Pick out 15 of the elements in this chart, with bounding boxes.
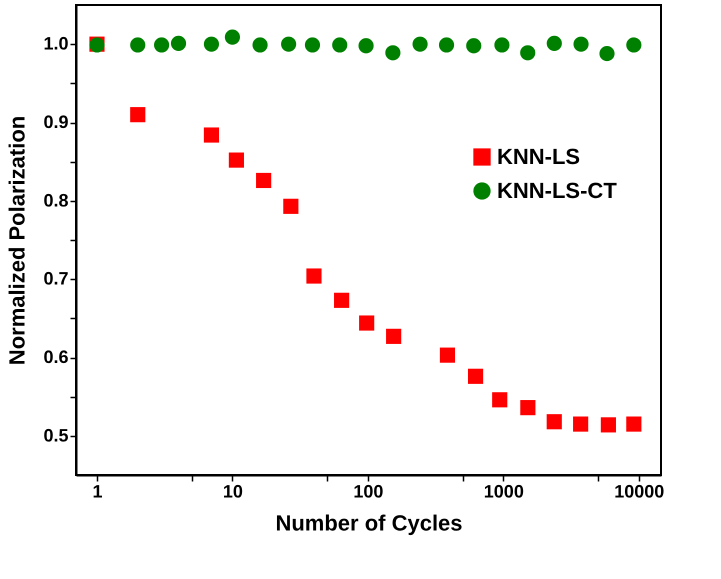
- x-tick-label: 100: [353, 482, 384, 502]
- y-tick-label: 0.9: [43, 112, 68, 132]
- y-tick-label: 0.7: [43, 268, 68, 289]
- y-tick-label: 1.0: [43, 34, 68, 54]
- x-tick-label: 10000: [614, 482, 664, 502]
- y-tick-label: 0.8: [43, 190, 68, 210]
- y-tick-label: 0.5: [43, 425, 68, 446]
- y-tick-label: 0.6: [43, 347, 68, 367]
- legend-label: KNN-LS-CT: [497, 178, 618, 203]
- x-tick-label: 10: [222, 482, 243, 502]
- x-axis-title: Number of Cycles: [275, 510, 463, 536]
- y-axis-title: Normalized Polarization: [4, 116, 30, 366]
- legend-label: KNN-LS: [497, 144, 580, 169]
- x-tick-label: 1000: [484, 482, 524, 502]
- x-tick-label: 1: [92, 482, 102, 502]
